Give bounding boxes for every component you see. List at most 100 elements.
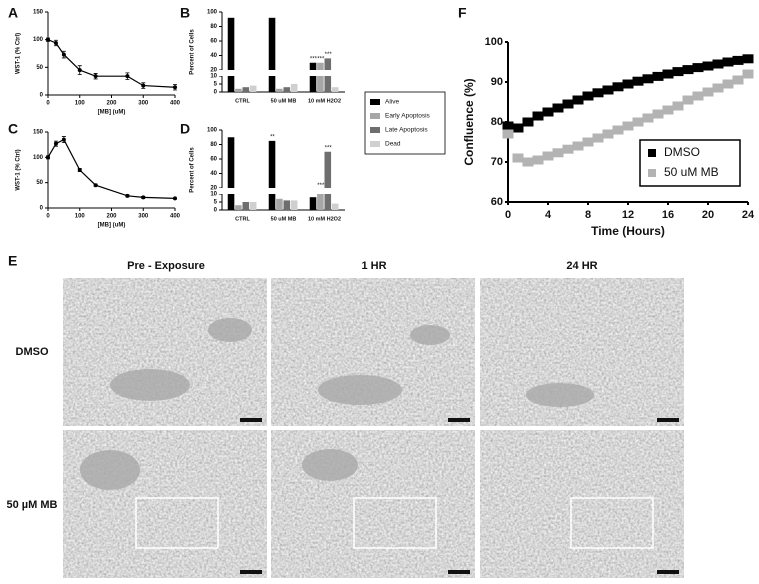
y-tick-label: 100 [33,155,44,161]
point [672,67,684,77]
point [502,129,514,139]
y-tick-label: 20 [210,186,217,192]
point [632,117,644,127]
y-tick-label: 80 [491,116,503,128]
x-tick-label: 0 [46,101,50,107]
micrograph [480,430,684,578]
point [542,107,554,117]
bar [324,151,332,210]
row-header: 50 µM MB [7,499,58,511]
line [47,39,176,88]
point [592,133,604,143]
point [742,54,754,64]
significance-label: *** [317,183,325,189]
micrograph [63,430,267,578]
y-axis-label: WST-1 (% Ctrl) [16,33,22,74]
y-tick-label: 40 [210,53,217,59]
y-tick-label: 60 [210,157,217,163]
column-header: Pre - Exposure [127,260,205,272]
marker [77,68,82,73]
point [502,121,514,131]
legend-box [639,139,741,187]
point [692,63,704,73]
point [652,71,664,81]
bar [227,17,235,92]
image-grid [63,278,684,578]
marker [141,195,146,200]
legend-label: DMSO [664,145,700,159]
x-tick-label: 400 [170,214,181,220]
legend-label: Alive [385,99,399,106]
marker [61,52,66,57]
point [712,59,724,69]
bar [235,205,242,210]
y-tick-label: 100 [33,37,44,43]
point [602,129,614,139]
x-tick-label: 12 [622,209,634,221]
legend-swatch [370,141,380,147]
legend-label: Early Apoptosis [385,113,431,120]
legend-swatch [648,149,656,157]
category-label: CTRL [235,216,250,222]
bar [290,200,298,210]
marker [46,155,50,160]
y-tick-label: 60 [210,39,217,45]
point [602,85,614,95]
x-tick-label: 20 [702,209,714,221]
y-axis-label: Percent of Cells [190,29,196,75]
axis-break [218,70,347,76]
point [632,76,644,86]
marker [77,168,82,172]
point [532,111,544,121]
point [662,105,674,115]
bar [317,62,324,92]
y-tick-label: 40 [210,171,217,177]
y-tick-label: 100 [485,36,503,48]
column-header: 24 HR [566,260,597,272]
x-tick-label: 400 [170,101,181,107]
x-tick-label: 300 [138,101,149,107]
marker [93,183,98,188]
marker [125,74,130,79]
y-tick-label: 70 [491,156,503,168]
point [662,69,674,79]
x-tick-label: 4 [545,209,552,221]
micrograph-panel: E Pre - Exposure 1 HR 24 HR DMSO 50 µM M… [7,253,684,578]
point [532,155,544,165]
y-tick-label: 50 [36,65,43,71]
bar [309,197,317,210]
point [702,87,714,97]
y-tick-label: 20 [210,68,217,74]
column-header: 1 HR [361,260,386,272]
bar [317,189,324,210]
bar [249,202,257,210]
y-tick-label: 10 [210,74,217,80]
y-tick-label: 0 [40,206,44,212]
point [542,151,554,161]
point [562,99,574,109]
y-tick-label: 0 [214,90,218,96]
significance-label: *** [310,56,318,62]
point [612,125,624,135]
legend-label: Late Apoptosis [385,127,428,134]
point [612,82,624,92]
scale-bars [240,418,679,574]
y-tick-label: 0 [40,93,44,99]
panel-label: B [180,5,190,21]
marker [173,196,177,201]
x-axis-label: [MB] (uM) [98,110,126,116]
bar [227,137,235,210]
point [742,69,754,79]
x-tick-label: 24 [742,209,755,221]
bar [235,88,242,92]
point [552,148,564,158]
micrograph [271,430,475,578]
y-axis-label: WST-1 (% Ctrl) [16,149,22,190]
point [702,61,714,71]
significance-label: *** [325,52,333,58]
category-label: 50 uM MB [271,216,297,222]
point [572,95,584,105]
point [652,109,664,119]
y-tick-label: 60 [491,196,503,208]
